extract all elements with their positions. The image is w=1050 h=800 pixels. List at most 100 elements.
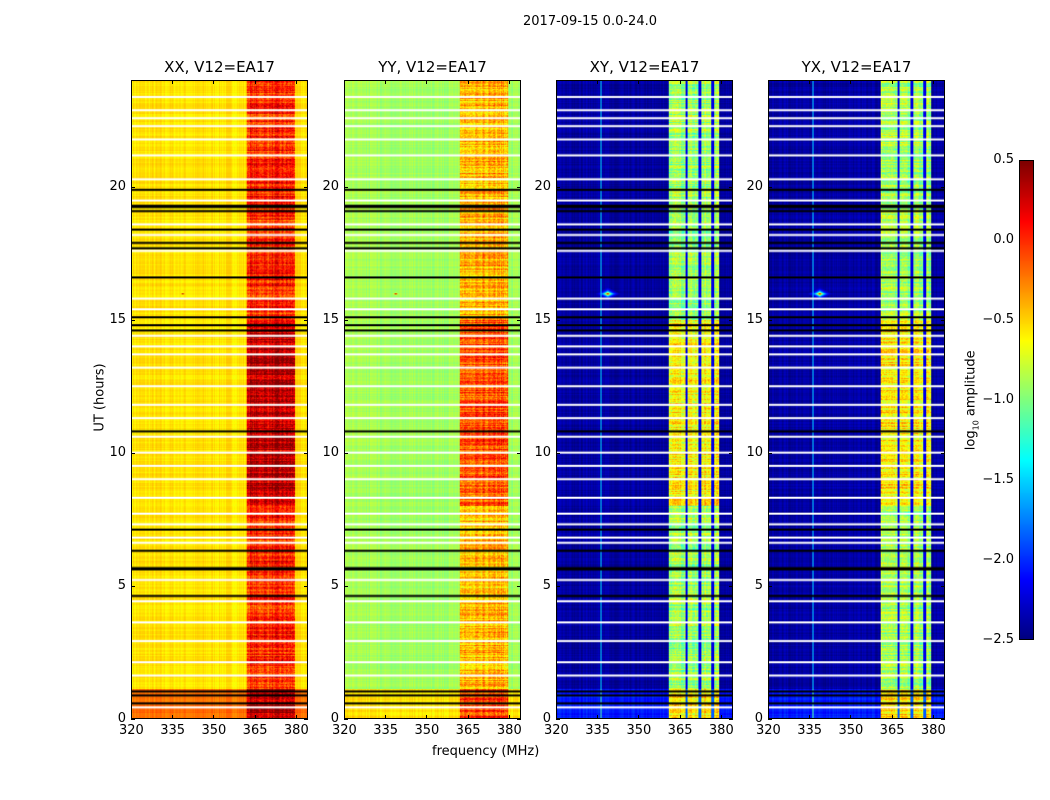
y-tick bbox=[941, 452, 945, 454]
y-tick bbox=[304, 452, 308, 454]
y-tick bbox=[517, 719, 521, 720]
y-tick bbox=[941, 186, 945, 188]
y-tick-label: 0 bbox=[542, 711, 551, 726]
y-tick bbox=[131, 719, 135, 720]
y-tick bbox=[304, 319, 308, 321]
x-tick bbox=[638, 715, 640, 719]
y-tick bbox=[304, 585, 308, 587]
y-tick bbox=[344, 186, 348, 188]
x-tick bbox=[213, 715, 215, 719]
y-tick bbox=[941, 719, 945, 720]
x-tick-label: 335 bbox=[797, 723, 823, 738]
y-tick bbox=[729, 452, 733, 454]
panel-yy: YY, V12=EA17 0 5 10 15 20 320 335 350 365 380 bbox=[322, 58, 521, 738]
y-tick-label: 5 bbox=[117, 577, 126, 593]
colorbar-label: log10 amplitude bbox=[963, 350, 981, 451]
y-tick bbox=[729, 719, 733, 720]
x-tick-label: 350 bbox=[201, 723, 227, 738]
x-tick bbox=[556, 715, 557, 719]
x-tick bbox=[891, 715, 893, 719]
x-tick bbox=[426, 715, 428, 719]
colorbar-tick-label: 0.5 bbox=[993, 152, 1014, 167]
colorbar bbox=[1019, 160, 1034, 640]
panel-xx: XX, V12=EA17 0 5 10 15 20 320 335 350 365 380 bbox=[109, 58, 308, 738]
colorbar-tick-label: −2.0 bbox=[982, 552, 1014, 567]
heatmap bbox=[344, 80, 521, 719]
y-tick bbox=[517, 452, 521, 454]
x-tick bbox=[344, 715, 345, 719]
y-tick-label: 20 bbox=[534, 178, 551, 194]
colorbar-tick-label: −1.5 bbox=[982, 472, 1014, 487]
y-tick bbox=[941, 585, 945, 587]
x-tick bbox=[932, 715, 934, 719]
x-tick bbox=[295, 715, 297, 719]
x-tick-label: 350 bbox=[838, 723, 864, 738]
x-tick-label: 365 bbox=[242, 723, 268, 738]
x-tick-label: 320 bbox=[756, 723, 781, 738]
y-tick-label: 10 bbox=[322, 444, 339, 460]
colorbar-tick-label: 0.0 bbox=[993, 232, 1014, 247]
x-tick bbox=[385, 80, 387, 84]
y-tick bbox=[131, 319, 135, 321]
x-tick bbox=[254, 80, 256, 84]
x-tick-label: 320 bbox=[332, 723, 357, 738]
x-tick bbox=[638, 80, 640, 84]
x-tick bbox=[850, 715, 852, 719]
x-tick-label: 335 bbox=[373, 723, 399, 738]
colorbar-tick-label: −1.0 bbox=[982, 392, 1014, 407]
y-tick-label: 15 bbox=[109, 311, 126, 327]
y-tick bbox=[517, 319, 521, 321]
x-tick bbox=[720, 715, 722, 719]
y-tick-label: 0 bbox=[330, 711, 339, 726]
y-tick-label: 15 bbox=[322, 311, 339, 327]
y-tick bbox=[556, 719, 560, 720]
y-tick bbox=[941, 319, 945, 321]
x-tick bbox=[809, 715, 811, 719]
x-tick bbox=[597, 715, 599, 719]
y-tick-label: 10 bbox=[109, 444, 126, 460]
x-tick-label: 365 bbox=[455, 723, 481, 738]
x-tick bbox=[344, 80, 345, 84]
y-axis-label: UT (hours) bbox=[92, 363, 108, 432]
y-tick-label: 20 bbox=[746, 178, 763, 194]
y-tick bbox=[131, 452, 135, 454]
y-tick bbox=[517, 186, 521, 188]
y-tick-label: 20 bbox=[109, 178, 126, 194]
panel-title: YX, V12=EA17 bbox=[801, 58, 912, 76]
y-tick bbox=[768, 452, 772, 454]
y-tick bbox=[131, 585, 135, 587]
x-tick bbox=[768, 715, 769, 719]
x-tick bbox=[508, 80, 510, 84]
panel-yx: YX, V12=EA17 0 5 10 15 20 320 335 350 365 380 bbox=[746, 58, 945, 738]
x-tick bbox=[932, 80, 934, 84]
y-tick-label: 5 bbox=[330, 577, 339, 593]
x-tick bbox=[679, 715, 681, 719]
y-tick-label: 0 bbox=[754, 711, 763, 726]
x-tick bbox=[891, 80, 893, 84]
x-tick bbox=[850, 80, 852, 84]
x-axis-label: frequency (MHz) bbox=[432, 744, 540, 759]
x-tick-label: 320 bbox=[119, 723, 144, 738]
y-tick bbox=[556, 585, 560, 587]
x-tick-label: 335 bbox=[585, 723, 611, 738]
y-tick-label: 10 bbox=[534, 444, 551, 460]
y-tick-label: 20 bbox=[322, 178, 339, 194]
x-tick-label: 380 bbox=[920, 723, 946, 738]
x-tick bbox=[254, 715, 256, 719]
x-tick bbox=[809, 80, 811, 84]
y-tick bbox=[344, 319, 348, 321]
y-tick bbox=[556, 452, 560, 454]
y-tick bbox=[344, 452, 348, 454]
y-tick bbox=[344, 585, 348, 587]
x-tick bbox=[172, 80, 174, 84]
x-tick bbox=[597, 80, 599, 84]
y-tick bbox=[768, 319, 772, 321]
y-tick bbox=[729, 186, 733, 188]
x-tick-label: 350 bbox=[626, 723, 652, 738]
x-tick bbox=[131, 80, 132, 84]
y-tick bbox=[768, 186, 772, 188]
x-tick bbox=[768, 80, 769, 84]
x-tick-label: 350 bbox=[414, 723, 440, 738]
y-tick-label: 10 bbox=[746, 444, 763, 460]
